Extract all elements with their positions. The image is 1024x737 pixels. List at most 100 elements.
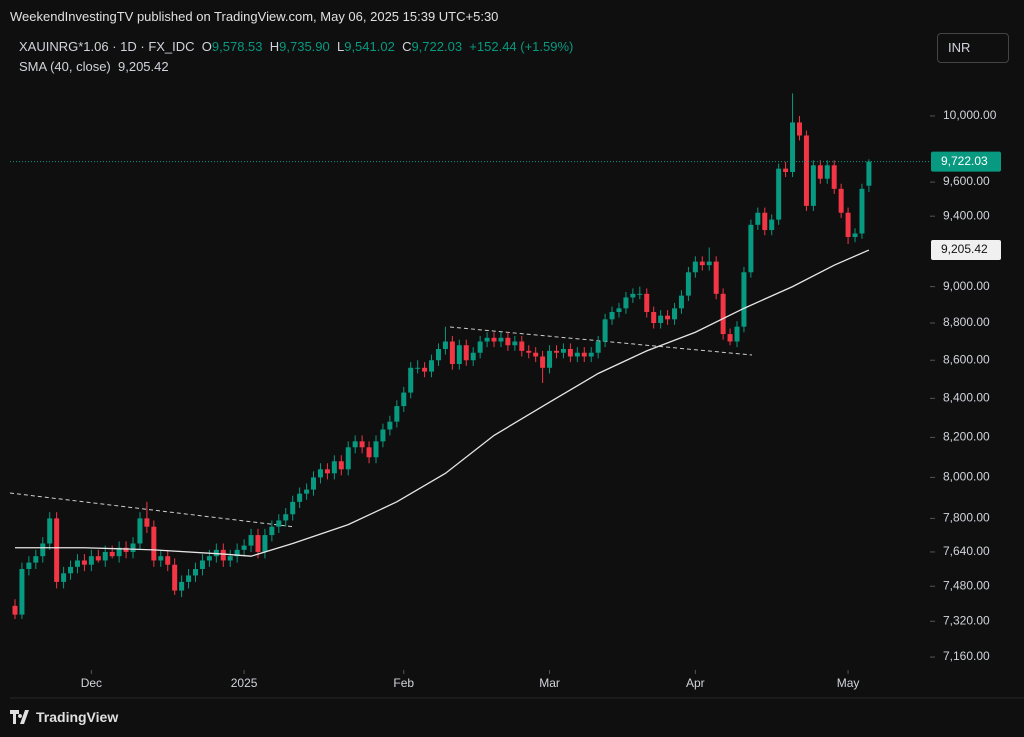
candle-body xyxy=(616,308,622,312)
change: +152.44 (+1.59%) xyxy=(469,39,574,54)
candle-body xyxy=(845,212,851,237)
candle-body xyxy=(713,261,719,294)
candle-body xyxy=(68,566,74,574)
candle-body xyxy=(276,520,282,527)
candle-body xyxy=(574,352,580,357)
symbol: XAUINRG*1.06 · 1D · FX_IDC xyxy=(19,39,195,54)
candle-body xyxy=(803,135,809,206)
candle-body xyxy=(74,560,80,567)
currency-button[interactable]: INR xyxy=(937,33,1009,63)
x-tick-label: 2025 xyxy=(231,676,258,690)
candle-body xyxy=(699,261,705,266)
candle-body xyxy=(415,367,421,369)
candle-body xyxy=(33,556,39,563)
candle-body xyxy=(540,356,546,368)
x-tick-label: Apr xyxy=(686,676,705,690)
y-tick-label: 8,600.00 xyxy=(943,352,990,366)
candle-body xyxy=(345,447,351,470)
y-tick-label: 7,480.00 xyxy=(943,578,990,592)
candle-body xyxy=(297,493,303,502)
candle-body xyxy=(435,348,441,361)
candle-body xyxy=(324,469,330,474)
candle-body xyxy=(498,337,504,342)
close: 9,722.03 xyxy=(411,39,463,54)
candle-body xyxy=(637,293,643,295)
c-label: C xyxy=(402,39,412,54)
candle-body xyxy=(248,535,254,546)
candle-body xyxy=(179,581,185,591)
candle-body xyxy=(567,348,573,357)
candle-body xyxy=(290,501,296,515)
candle-body xyxy=(12,605,18,615)
candle-body xyxy=(262,535,268,552)
candle-body xyxy=(234,549,240,557)
candle-body xyxy=(866,161,872,186)
candle-body xyxy=(158,556,164,561)
candle-body xyxy=(776,168,782,220)
candle-body xyxy=(817,165,823,179)
candle-body xyxy=(116,547,122,557)
candle-body xyxy=(88,556,94,565)
sma-line xyxy=(14,249,870,557)
candle-body xyxy=(741,272,747,327)
y-tick-label: 9,600.00 xyxy=(943,174,990,188)
candle-body xyxy=(810,165,816,206)
candle-body xyxy=(366,447,372,458)
y-tick-label: 7,800.00 xyxy=(943,511,990,525)
candle-body xyxy=(220,549,226,561)
candle-body xyxy=(685,272,691,296)
candle-body xyxy=(283,514,289,521)
publisher: WeekendInvestingTV published on TradingV… xyxy=(10,9,499,24)
candle-body xyxy=(651,311,657,324)
candle-body xyxy=(484,337,490,342)
candle-body xyxy=(373,441,379,458)
candle-body xyxy=(199,560,205,570)
candle-body xyxy=(311,477,317,490)
last-price-box xyxy=(931,151,1001,172)
candle-body xyxy=(512,341,518,346)
candle-body xyxy=(769,219,775,231)
candle-body xyxy=(241,545,247,550)
candle-body xyxy=(665,315,671,320)
candle-body xyxy=(678,295,684,309)
candle-body xyxy=(852,233,858,237)
logo xyxy=(10,710,29,724)
candle-body xyxy=(560,348,566,353)
y-tick-label: 8,800.00 xyxy=(943,315,990,329)
candle-body xyxy=(304,489,310,494)
candle-body xyxy=(672,308,678,320)
candle-body xyxy=(206,556,212,561)
candle-body xyxy=(463,345,469,361)
candle-body xyxy=(706,261,712,266)
candle-body xyxy=(26,562,32,570)
candle-body xyxy=(40,543,46,557)
candle-body xyxy=(456,345,462,365)
candle-body xyxy=(796,122,802,136)
candle-body xyxy=(227,556,233,561)
candle-body xyxy=(491,337,497,342)
candle-body xyxy=(505,337,511,346)
l-label: L xyxy=(336,39,345,54)
candle-body xyxy=(102,551,108,561)
trendline xyxy=(449,326,753,356)
y-tick-label: 7,160.00 xyxy=(943,649,990,663)
candle-body xyxy=(692,261,698,273)
candle-body xyxy=(151,526,157,561)
candle-body xyxy=(519,341,525,351)
candle-body xyxy=(790,122,796,172)
x-tick-label: Feb xyxy=(393,676,414,690)
candle-body xyxy=(547,350,553,368)
sma-name: SMA (40, close) xyxy=(19,59,111,74)
y-tick-label: 7,640.00 xyxy=(943,544,990,558)
candle-body xyxy=(186,575,192,582)
brand: TradingView xyxy=(36,709,119,725)
candle-body xyxy=(783,168,789,172)
y-tick-label: 9,400.00 xyxy=(943,208,990,222)
o-label: O xyxy=(201,39,212,54)
candle-body xyxy=(123,547,129,552)
trendline xyxy=(9,492,296,528)
low: 9,541.02 xyxy=(344,39,395,54)
candle-body xyxy=(19,569,25,615)
